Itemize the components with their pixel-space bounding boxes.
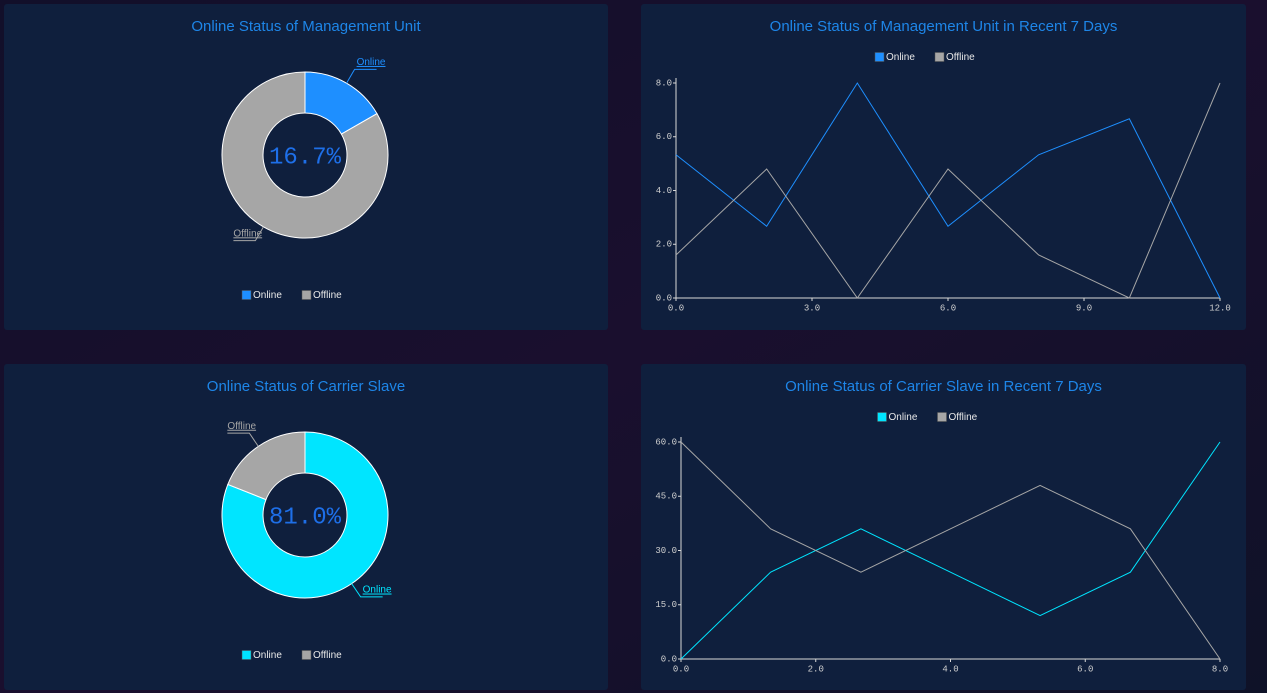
y-tick-label: 45.0 xyxy=(655,492,677,502)
legend-swatch xyxy=(301,290,312,300)
center-label: 16.7% xyxy=(269,144,342,171)
y-tick-label: 15.0 xyxy=(655,600,677,610)
y-tick-label: 0.0 xyxy=(661,654,677,664)
callout-line xyxy=(351,583,383,598)
legend-swatch xyxy=(301,650,312,660)
pie-slice xyxy=(221,71,389,239)
legend-label: Online xyxy=(889,412,918,423)
chart-title: Online Status of Management Unit xyxy=(191,18,421,35)
legend-label: Online xyxy=(253,290,282,301)
callout-line xyxy=(233,226,264,242)
callout-line xyxy=(227,432,259,447)
legend-swatch xyxy=(934,52,945,62)
legend-label: Online xyxy=(253,650,282,661)
center-label: 81.0% xyxy=(269,504,342,531)
panel xyxy=(4,4,608,330)
callout-line xyxy=(346,68,377,84)
legend-swatch xyxy=(241,650,252,660)
legend-swatch xyxy=(241,290,252,300)
y-tick-label: 6.0 xyxy=(656,132,672,142)
x-tick-label: 2.0 xyxy=(808,664,824,674)
x-tick-label: 12.0 xyxy=(1209,303,1231,313)
legend-swatch xyxy=(874,52,885,62)
callout-label: Online xyxy=(363,585,392,596)
y-tick-label: 60.0 xyxy=(655,437,677,447)
legend-label: Offline xyxy=(313,650,342,661)
legend-label: Offline xyxy=(949,412,978,423)
callout-label: Offline xyxy=(233,228,262,239)
chart-title: Online Status of Management Unit in Rece… xyxy=(770,18,1118,35)
callout-label: Offline xyxy=(227,421,256,432)
pie-slice xyxy=(227,431,306,501)
legend-swatch xyxy=(937,412,947,422)
legend-label: Offline xyxy=(313,290,342,301)
x-tick-label: 8.0 xyxy=(1212,664,1228,674)
pie-slice xyxy=(221,431,389,599)
chart-title: Online Status of Carrier Slave in Recent… xyxy=(785,378,1102,395)
y-tick-label: 30.0 xyxy=(655,546,677,556)
legend-label: Online xyxy=(886,52,915,63)
series-line xyxy=(675,82,1221,299)
x-tick-label: 6.0 xyxy=(940,303,956,313)
callout-label: Online xyxy=(357,57,386,68)
x-tick-label: 9.0 xyxy=(1076,303,1092,313)
series-line xyxy=(680,441,1221,660)
series-line xyxy=(680,441,1221,660)
x-tick-label: 0.0 xyxy=(668,303,684,313)
chart-title: Online Status of Carrier Slave xyxy=(207,378,405,395)
legend-label: Offline xyxy=(946,52,975,63)
x-tick-label: 4.0 xyxy=(942,664,958,674)
panel xyxy=(641,364,1246,690)
legend-swatch xyxy=(877,412,887,422)
x-tick-label: 6.0 xyxy=(1077,664,1093,674)
panel xyxy=(4,364,608,690)
y-tick-label: 4.0 xyxy=(656,186,672,196)
x-tick-label: 3.0 xyxy=(804,303,820,313)
y-tick-label: 0.0 xyxy=(656,293,672,303)
y-tick-label: 8.0 xyxy=(656,78,672,88)
x-tick-label: 0.0 xyxy=(673,664,689,674)
series-line xyxy=(675,82,1221,299)
y-tick-label: 2.0 xyxy=(656,240,672,250)
panel xyxy=(641,4,1246,330)
